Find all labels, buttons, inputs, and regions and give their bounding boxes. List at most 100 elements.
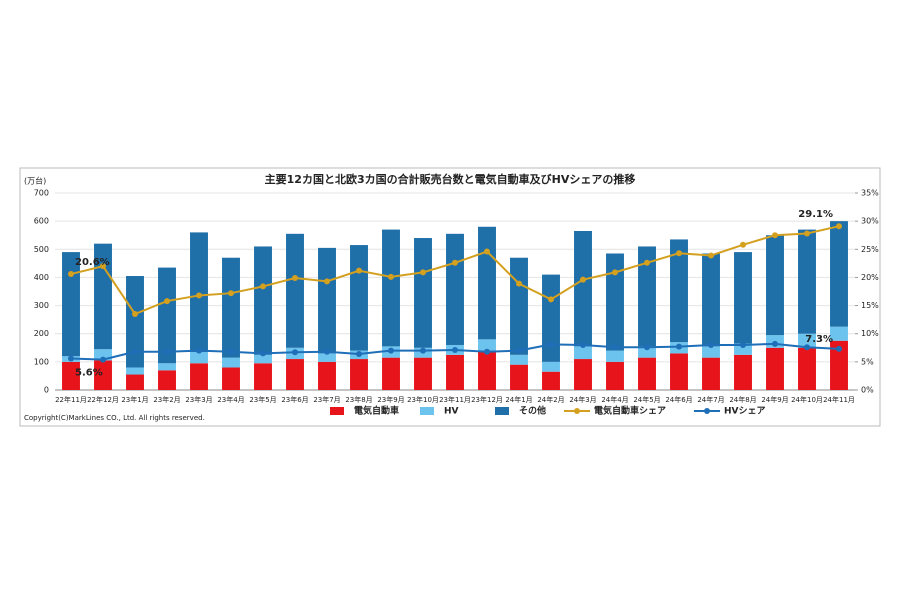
bar-segment — [222, 367, 240, 390]
marker — [772, 340, 778, 347]
bar-segment — [478, 339, 496, 351]
x-tick-label: 23年7月 — [313, 395, 340, 404]
x-tick-label: 23年1月 — [121, 395, 148, 404]
legend-swatch — [574, 408, 580, 414]
bar-segment — [126, 276, 144, 368]
bar-segment — [510, 257, 528, 355]
bar-segment — [670, 353, 688, 390]
marker — [516, 280, 522, 287]
bar-segment — [510, 354, 528, 365]
bar-segment — [734, 354, 752, 390]
x-tick-label: 23年6月 — [281, 395, 308, 404]
marker — [644, 344, 650, 351]
value-label: 29.1% — [798, 209, 833, 220]
x-tick-label: 23年3月 — [185, 395, 212, 404]
marker — [164, 298, 170, 305]
marker — [388, 347, 394, 354]
marker — [836, 345, 842, 352]
y-tick-label: 300 — [34, 301, 49, 310]
marker — [548, 341, 554, 348]
value-label: 20.6% — [75, 257, 110, 268]
bar-segment — [222, 257, 240, 358]
marker — [740, 241, 746, 248]
bar-segment — [446, 233, 464, 345]
x-tick-label: 23年4月 — [217, 395, 244, 404]
bar-segment — [318, 353, 336, 362]
y2-tick-label: 25% — [861, 245, 879, 254]
x-tick-label: 24年11月 — [823, 395, 855, 404]
bar-segment — [190, 232, 208, 353]
bar-segment — [606, 361, 624, 390]
bar-segment — [702, 346, 720, 358]
legend-label: 電気自動車 — [354, 405, 399, 417]
bar-segment — [62, 361, 80, 390]
bar-segment — [350, 359, 368, 390]
y-axis-label: (万台) — [24, 176, 46, 186]
marker — [836, 223, 842, 230]
marker — [228, 348, 234, 355]
marker — [228, 290, 234, 297]
marker — [196, 292, 202, 299]
bar-segment — [542, 371, 560, 390]
y2-tick-label: 10% — [861, 329, 879, 338]
bar-segment — [126, 367, 144, 375]
y2-tick-label: 15% — [861, 301, 879, 310]
bar-segment — [254, 354, 272, 364]
bar-segment — [702, 357, 720, 390]
marker — [260, 283, 266, 290]
x-tick-label: 24年7月 — [697, 395, 724, 404]
y2-tick-label: 5% — [861, 357, 874, 366]
x-tick-label: 24年4月 — [601, 395, 628, 404]
legend-swatch — [330, 407, 344, 415]
bar-segment — [414, 357, 432, 390]
bar-segment — [286, 359, 304, 390]
marker — [484, 248, 490, 255]
y2-tick-label: 0% — [861, 386, 874, 395]
bar-segment — [574, 359, 592, 390]
marker — [772, 232, 778, 239]
marker — [68, 271, 74, 278]
marker — [804, 344, 810, 351]
x-tick-label: 23年8月 — [345, 395, 372, 404]
bar-segment — [798, 347, 816, 390]
legend-swatch — [704, 408, 710, 414]
marker — [516, 347, 522, 354]
y2-tick-label: 30% — [861, 217, 879, 226]
marker — [196, 347, 202, 354]
bar-segment — [190, 363, 208, 390]
copyright: Copyright(C)MarkLines CO., Ltd. All righ… — [24, 414, 205, 422]
bar-segment — [574, 230, 592, 347]
marker — [452, 259, 458, 266]
bar-segment — [670, 239, 688, 343]
marker — [548, 296, 554, 303]
marker — [388, 273, 394, 280]
marker — [644, 259, 650, 266]
marker — [676, 343, 682, 350]
value-label: 5.6% — [75, 367, 103, 378]
bar-segment — [382, 229, 400, 347]
legend-label: その他 — [519, 405, 546, 417]
legend-swatch — [495, 407, 509, 415]
bar-segment — [158, 267, 176, 364]
bar-segment — [94, 243, 112, 350]
marker — [100, 356, 106, 363]
y-tick-label: 100 — [34, 357, 49, 366]
x-tick-label: 24年3月 — [569, 395, 596, 404]
bar-segment — [478, 226, 496, 340]
y2-tick-label: 35% — [861, 189, 879, 198]
bar-segment — [158, 370, 176, 390]
bar-segment — [542, 274, 560, 362]
bar-segment — [798, 333, 816, 348]
marker — [676, 250, 682, 257]
bar-segment — [510, 364, 528, 390]
marker — [708, 252, 714, 259]
legend-swatch — [420, 407, 434, 415]
bar-segment — [606, 350, 624, 362]
marker — [580, 341, 586, 348]
bar-segment — [638, 346, 656, 358]
x-tick-label: 22年12月 — [87, 395, 119, 404]
x-tick-label: 24年5月 — [633, 395, 660, 404]
x-tick-label: 24年9月 — [761, 395, 788, 404]
bar-segment — [830, 221, 848, 327]
bar-segment — [606, 253, 624, 351]
